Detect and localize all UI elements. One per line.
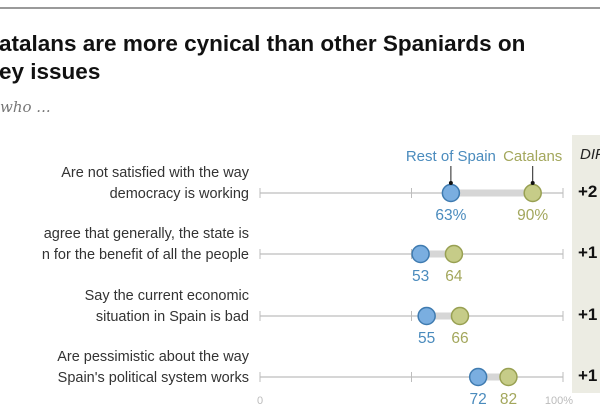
diff-value: +1	[578, 305, 598, 324]
category-label-line: Are pessimistic about the way	[57, 349, 249, 365]
rest-of-spain-dot	[417, 306, 436, 326]
category-label-line: Are not satisfied with the way	[61, 165, 249, 181]
rest-of-spain-dot	[468, 367, 488, 387]
category-label-line: n for the benefit of all the people	[41, 247, 249, 263]
title-line-2: ey issues	[0, 59, 101, 84]
category-label-line: agree that generally, the state is	[43, 226, 249, 242]
chart-title: atalans are more cynical than other Span…	[0, 30, 525, 86]
category-label-line: Spain's political system works	[57, 370, 249, 386]
rest-of-spain-value-label: 63%	[435, 207, 466, 224]
title-line-1: atalans are more cynical than other Span…	[0, 31, 526, 56]
rest-of-spain-value-label: 55	[418, 330, 435, 347]
catalans-value-label: 90%	[517, 207, 548, 224]
catalans-value-label: 66	[451, 330, 468, 347]
category-label-line: democracy is working	[109, 186, 249, 202]
legend-catalans: Catalans	[503, 148, 562, 165]
catalans-value-label: 82	[500, 391, 517, 408]
catalans-dot	[444, 244, 464, 264]
diff-value: +1	[578, 243, 598, 262]
category-label-line: situation in Spain is bad	[95, 309, 249, 325]
diff-value: +1	[578, 366, 598, 385]
category-label-line: Say the current economic	[84, 288, 249, 304]
catalans-dot	[450, 306, 470, 326]
category-label: agree that generally, the state is n for …	[42, 224, 249, 266]
catalans-dot	[523, 183, 542, 203]
rest-of-spain-value-label: 72	[470, 391, 487, 408]
catalans-value-label: 64	[445, 268, 463, 285]
rest-of-spain-value-label: 53	[412, 268, 429, 285]
category-label: Are pessimistic about the way Spain's pol…	[57, 347, 249, 389]
legend-leader-dot	[448, 181, 453, 185]
diff-value: +2	[578, 182, 598, 201]
x-tick-label: 0	[257, 395, 263, 407]
category-label: Are not satisfied with the way democracy …	[61, 163, 249, 205]
diff-header: DIF	[580, 146, 600, 163]
x-tick-label: 100%	[545, 395, 573, 407]
rest-of-spain-dot	[441, 183, 461, 203]
category-label: Say the current economic situation in Spa…	[85, 286, 249, 328]
diff-column	[572, 135, 600, 393]
legend-leader-dot	[530, 181, 535, 185]
catalans-dot	[499, 367, 518, 387]
top-divider	[0, 7, 600, 9]
chart-subtitle: who ...	[0, 98, 51, 116]
legend-rest-of-spain: Rest of Spain	[406, 148, 496, 165]
rest-of-spain-dot	[411, 244, 430, 264]
